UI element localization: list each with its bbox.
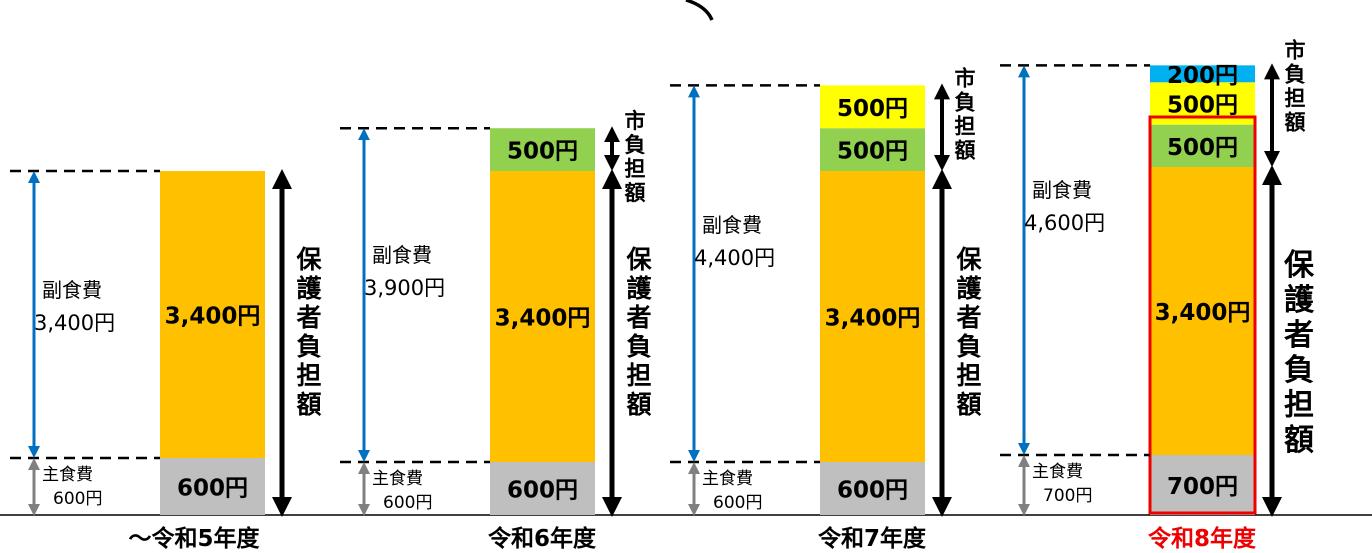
main-food-label: 主食費 xyxy=(702,469,753,489)
main-food-value: 700円 xyxy=(1043,486,1092,506)
segment-label: 700円 xyxy=(1167,474,1238,500)
segment-label: 500円 xyxy=(507,139,578,165)
bar-segment-city-share-1 xyxy=(820,128,925,171)
segment-label: 600円 xyxy=(507,478,578,504)
side-food-value: 3,400円 xyxy=(34,311,115,335)
main-food-value: 600円 xyxy=(53,489,102,509)
main-food-label: 主食費 xyxy=(1032,462,1083,482)
segment-label: 500円 xyxy=(1167,92,1238,118)
side-food-label: 副食費 xyxy=(42,278,102,302)
guardian-burden-label: 保護者負担額 xyxy=(1284,248,1315,458)
side-food-label: 副食費 xyxy=(1032,178,1092,202)
city-burden-label: 市負担額 xyxy=(624,109,646,205)
bar-segment-city-share-1 xyxy=(490,128,595,171)
bar-segment-main-food xyxy=(490,462,595,515)
segment-label: 500円 xyxy=(1167,135,1238,161)
guardian-burden-label: 保護者負担額 xyxy=(955,245,982,419)
city-burden-label: 市負担額 xyxy=(954,66,976,162)
bar-segment-main-food xyxy=(1150,455,1255,515)
side-food-value: 4,400円 xyxy=(694,246,775,270)
city-burden-label: 市負担額 xyxy=(1284,38,1306,134)
segment-label: 200円 xyxy=(1167,63,1238,89)
bar-segment-city-share-3 xyxy=(1150,65,1255,83)
highlight-outline xyxy=(1148,115,1257,515)
guardian-burden-label: 保護者負担額 xyxy=(295,245,322,419)
bar-segment-main-food xyxy=(160,458,265,515)
bar-segment-side-food-base xyxy=(490,171,595,462)
segment-label: 600円 xyxy=(177,476,248,502)
category-label: ～令和5年度 xyxy=(128,525,260,552)
bar-segment-city-share-1 xyxy=(1150,124,1255,167)
bar-segment-main-food xyxy=(820,462,925,515)
bar-segment-side-food-base xyxy=(820,171,925,462)
segment-label: 3,400円 xyxy=(495,306,591,332)
side-food-value: 4,600円 xyxy=(1024,211,1105,235)
segment-label: 500円 xyxy=(837,139,908,165)
category-label: 令和6年度 xyxy=(488,525,597,552)
bar-segment-side-food-base xyxy=(1150,167,1255,455)
category-label: 令和8年度 xyxy=(1148,525,1257,552)
segment-label: 600円 xyxy=(837,478,908,504)
segment-label: 3,400円 xyxy=(1155,300,1251,326)
side-food-value: 3,900円 xyxy=(364,276,445,300)
decorative-stroke xyxy=(685,0,714,21)
segment-label: 3,400円 xyxy=(165,304,261,330)
bar-segment-city-share-2 xyxy=(820,85,925,129)
segment-label: 500円 xyxy=(837,96,908,122)
category-label: 令和7年度 xyxy=(818,525,927,552)
main-food-value: 600円 xyxy=(383,493,432,513)
guardian-burden-label: 保護者負担額 xyxy=(625,245,652,419)
segment-label: 3,400円 xyxy=(825,306,921,332)
main-food-value: 600円 xyxy=(713,493,762,513)
bar-segment-side-food-base xyxy=(160,171,265,458)
side-food-label: 副食費 xyxy=(702,213,762,237)
main-food-label: 主食費 xyxy=(42,465,93,485)
main-food-label: 主食費 xyxy=(372,469,423,489)
side-food-label: 副食費 xyxy=(372,243,432,267)
